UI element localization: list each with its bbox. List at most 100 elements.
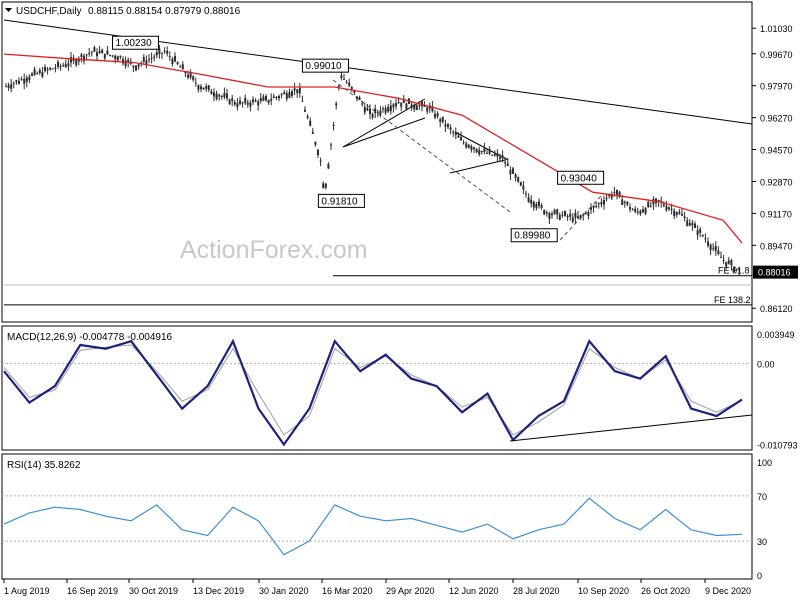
candle-body	[213, 92, 215, 97]
candle-body	[556, 209, 559, 215]
candle-body	[187, 74, 189, 78]
candle-body	[259, 98, 262, 102]
candle-body	[670, 208, 673, 210]
candle-body	[236, 103, 239, 108]
candle-body	[675, 212, 678, 215]
candle-body	[252, 99, 254, 103]
candle-body	[291, 91, 293, 96]
x-tick-label: 13 Dec 2019	[193, 586, 244, 596]
candle-body	[246, 102, 249, 105]
candle-body	[623, 202, 626, 204]
candle-body	[184, 72, 187, 74]
candle-body	[483, 148, 486, 153]
candle-body	[148, 59, 150, 61]
candle-body	[288, 92, 291, 98]
candle-body	[96, 52, 98, 57]
candle-body	[171, 58, 174, 64]
candle-body	[202, 87, 205, 90]
candle-body	[90, 51, 93, 53]
candle-body	[506, 163, 509, 166]
candle-body	[62, 65, 65, 67]
candle-body	[413, 104, 416, 110]
candle-body	[535, 203, 538, 209]
candle-body	[590, 207, 592, 210]
candle-body	[561, 214, 564, 216]
candle-body	[309, 120, 312, 126]
candle-body	[686, 220, 689, 226]
candle-body	[327, 164, 330, 169]
candle-body	[330, 144, 332, 146]
candle-body	[176, 62, 179, 65]
candle-body	[181, 64, 184, 70]
candle-body	[119, 55, 122, 58]
rsi-y-tick-label: 0	[757, 571, 762, 581]
candle-body	[44, 66, 46, 72]
candle-body	[613, 192, 616, 194]
price-y-tick-label: 0.97970	[760, 82, 793, 92]
candle-body	[267, 99, 270, 103]
candle-body	[15, 80, 18, 82]
candle-body	[395, 103, 397, 107]
candle-body	[293, 88, 296, 91]
candle-body	[475, 148, 478, 153]
price-layer: FE 61.8FE 138.21.002300.990100.918100.93…	[3, 19, 753, 306]
candle-body	[70, 57, 72, 63]
rsi-panel-frame	[1, 453, 753, 580]
rsi-y-tick-label: 30	[757, 537, 767, 547]
price-y-tick-label: 0.86120	[760, 304, 793, 314]
candle-body	[387, 106, 390, 112]
candle-body	[415, 105, 418, 111]
candle-body	[548, 213, 551, 219]
candle-body	[174, 55, 176, 62]
candle-body	[249, 102, 252, 107]
candle-body	[584, 213, 587, 215]
candle-body	[127, 59, 130, 63]
candle-body	[595, 205, 598, 207]
candle-body	[340, 75, 343, 78]
x-tick-label: 16 Mar 2020	[322, 586, 373, 596]
candle-body	[699, 229, 702, 233]
candle-body	[205, 86, 208, 89]
price-y-tick-label: 0.96270	[760, 114, 793, 124]
candle-body	[348, 82, 351, 86]
dropdown-arrow-icon[interactable]	[5, 8, 12, 12]
candle-body	[356, 96, 358, 99]
sma-line	[3, 53, 743, 244]
candle-body	[163, 50, 166, 52]
candle-body	[311, 131, 314, 134]
candle-body	[122, 58, 124, 64]
price-annotation-label: 0.91810	[321, 196, 358, 207]
candle-body	[210, 91, 213, 95]
x-tick-label: 28 Jul 2020	[513, 586, 560, 596]
candle-body	[215, 93, 218, 99]
candle-body	[5, 86, 7, 88]
candle-body	[200, 86, 202, 90]
fe-level-label: FE 138.2	[714, 295, 751, 305]
candle-body	[678, 211, 681, 214]
candle-body	[569, 213, 572, 217]
price-annotation-label: 1.00230	[115, 38, 152, 49]
x-tick-label: 26 Oct 2020	[641, 586, 690, 596]
candle-body	[509, 169, 512, 175]
candle-body	[519, 182, 522, 186]
candle-body	[145, 60, 148, 65]
candle-body	[668, 207, 670, 210]
candle-body	[54, 67, 57, 69]
x-tick-label: 30 Jan 2020	[259, 586, 309, 596]
candle-body	[714, 246, 717, 251]
candle-body	[142, 57, 145, 62]
candle-body	[551, 213, 553, 216]
candle-body	[101, 49, 104, 54]
x-tick-label: 9 Dec 2020	[705, 586, 751, 596]
candle-body	[514, 174, 517, 178]
price-annotation-box	[510, 228, 558, 243]
price-y-tick-label: 1.01030	[760, 24, 793, 34]
price-y-tick-label: 0.94570	[760, 146, 793, 156]
candle-body	[545, 212, 548, 214]
candle-body	[460, 137, 462, 141]
candle-body	[179, 66, 182, 68]
candle-body	[103, 53, 106, 59]
candle-body	[257, 101, 260, 106]
candle-body	[707, 241, 709, 246]
candle-body	[733, 267, 735, 272]
